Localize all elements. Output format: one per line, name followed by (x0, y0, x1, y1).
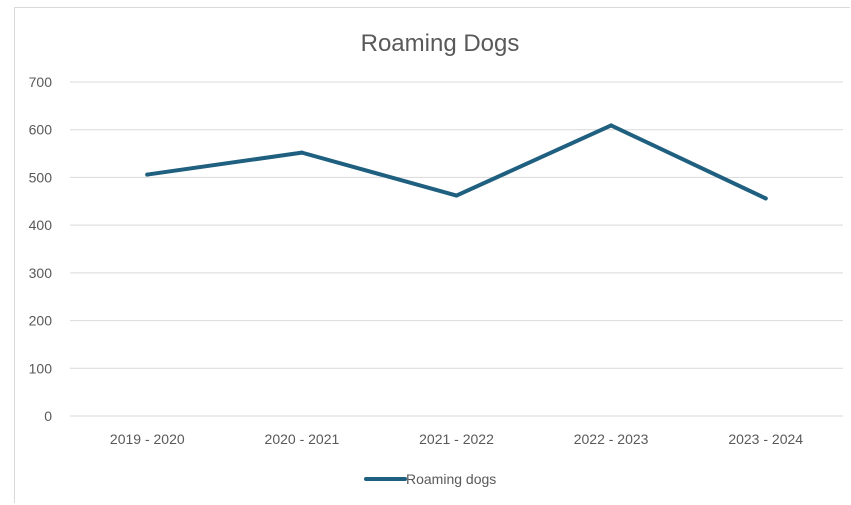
legend-label: Roaming dogs (406, 471, 496, 487)
legend[interactable]: Roaming dogs (364, 471, 496, 487)
chart-title: Roaming Dogs (361, 30, 520, 57)
gridlines (70, 81, 843, 417)
y-tick-label: 300 (29, 265, 53, 281)
y-tick-label: 500 (29, 169, 53, 185)
series-group (145, 123, 768, 201)
data-point (145, 172, 150, 177)
x-tick-label: 2022 - 2023 (574, 431, 649, 447)
x-tick-label: 2019 - 2020 (110, 431, 185, 447)
chart-frame (14, 7, 850, 503)
data-point (299, 150, 304, 155)
y-axis-ticks: 0 100 200 300 400 500 600 700 (29, 74, 53, 424)
data-point (454, 193, 459, 198)
y-tick-label: 400 (29, 217, 53, 233)
series-line-roaming-dogs (145, 123, 768, 201)
x-axis-ticks: 2019 - 2020 2020 - 2021 2021 - 2022 2022 - … (110, 431, 803, 447)
y-tick-label: 0 (44, 408, 52, 424)
x-tick-label: 2020 - 2021 (265, 431, 340, 447)
x-tick-label: 2023 - 2024 (728, 431, 803, 447)
x-tick-label: 2021 - 2022 (419, 431, 494, 447)
y-tick-label: 700 (29, 74, 53, 90)
y-tick-label: 100 (29, 360, 53, 376)
data-point (609, 123, 614, 128)
y-tick-label: 600 (29, 122, 53, 138)
y-tick-label: 200 (29, 313, 53, 329)
data-point (763, 196, 768, 201)
